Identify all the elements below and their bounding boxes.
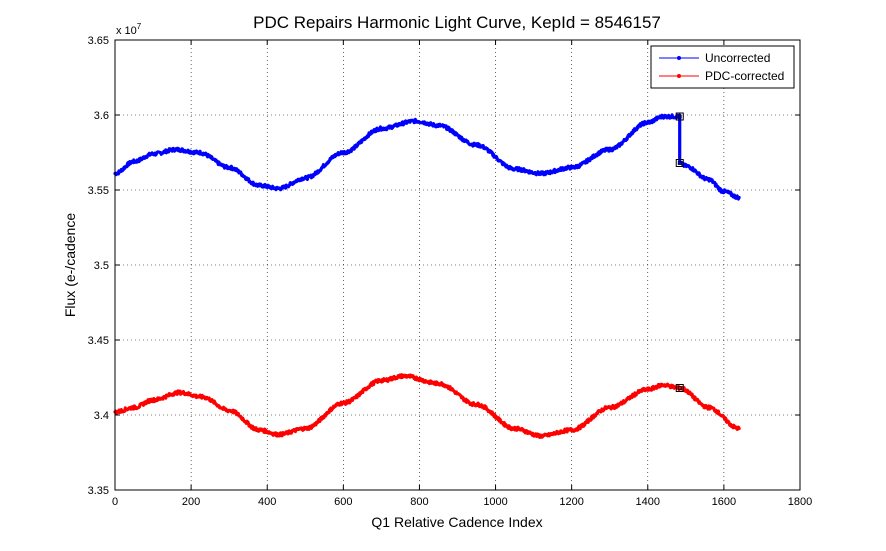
legend-marker-corrected — [677, 74, 681, 78]
y-tick-label: 3.55 — [88, 185, 109, 197]
data-point-uncorrected — [379, 126, 383, 131]
data-point-uncorrected — [512, 167, 517, 171]
series-layer — [113, 112, 741, 439]
data-point-uncorrected — [539, 171, 543, 176]
data-point-pdc-corrected — [341, 401, 345, 405]
data-point-uncorrected — [570, 165, 574, 170]
data-point-uncorrected — [661, 114, 665, 119]
data-point-pdc-corrected — [678, 386, 682, 390]
data-point-uncorrected — [341, 150, 345, 155]
data-point-uncorrected — [474, 143, 479, 147]
data-point-uncorrected — [151, 152, 155, 156]
data-point-uncorrected — [678, 114, 682, 119]
x-tick-label: 1800 — [788, 496, 812, 508]
discontinuity-marker-corrected — [675, 384, 684, 392]
data-point-pdc-corrected — [227, 408, 231, 413]
data-point-pdc-corrected — [379, 378, 383, 383]
x-tick-label: 200 — [182, 496, 200, 508]
x-tick-label: 1600 — [712, 496, 736, 508]
data-point-uncorrected — [722, 189, 726, 194]
legend: Uncorrected PDC-corrected — [650, 45, 795, 89]
discontinuity-marker-corrected-inner — [677, 386, 682, 390]
x-tick-label: 1000 — [483, 496, 507, 508]
legend-box — [650, 45, 795, 89]
data-point-uncorrected — [707, 177, 711, 182]
x-tick-label: 800 — [410, 496, 428, 508]
axis-ticks: 0 200 400 600 800 1000 1200 1400 1600 1800 3.35 3.4… — [88, 35, 813, 508]
legend-marker-uncorrected — [677, 56, 681, 60]
data-point-uncorrected — [414, 119, 418, 123]
data-point-uncorrected — [684, 164, 688, 168]
grid-lines — [115, 40, 800, 490]
plot-area — [115, 40, 800, 490]
y-tick-label: 3.65 — [88, 35, 109, 47]
data-point-pdc-corrected — [539, 434, 543, 438]
discontinuity-marker-uncorrected-inner — [677, 114, 682, 119]
discontinuity-marker-uncorrected-inner — [677, 161, 682, 165]
data-point-uncorrected — [197, 150, 201, 155]
data-point-uncorrected — [258, 183, 262, 188]
data-point-uncorrected — [174, 147, 178, 152]
data-point-pdc-corrected — [707, 405, 711, 410]
x-axis-label: Q1 Relative Cadence Index — [371, 514, 542, 530]
y-multiplier-label: x 107 — [116, 22, 142, 37]
data-point-pdc-corrected — [402, 374, 406, 378]
y-multiplier-base: x 10 — [116, 25, 137, 37]
x-tick-label: 600 — [334, 496, 352, 508]
data-point-pdc-corrected — [200, 395, 205, 399]
x-tick-label: 1200 — [559, 496, 583, 508]
data-point-uncorrected — [436, 123, 441, 128]
legend-label-corrected: PDC-corrected — [705, 69, 784, 83]
data-point-uncorrected — [227, 165, 231, 170]
data-point-pdc-corrected — [512, 426, 517, 431]
data-point-pdc-corrected — [474, 402, 479, 407]
y-tick-label: 3.6 — [94, 110, 109, 122]
data-point-pdc-corrected — [608, 405, 612, 410]
data-point-uncorrected — [132, 159, 136, 164]
data-point-pdc-corrected — [646, 387, 650, 392]
x-tick-label: 0 — [112, 496, 118, 508]
data-point-pdc-corrected — [436, 381, 441, 386]
data-point-uncorrected — [737, 195, 741, 200]
x-tick-label: 400 — [258, 496, 276, 508]
discontinuity-marker-uncorrected — [675, 159, 684, 167]
x-tick-label: 1400 — [636, 496, 660, 508]
series-line-detail-uncorrected — [114, 113, 740, 201]
data-point-pdc-corrected — [303, 426, 307, 431]
y-multiplier-exponent: 7 — [137, 22, 142, 31]
data-point-uncorrected — [646, 120, 650, 125]
data-point-uncorrected — [678, 161, 682, 165]
legend-label-uncorrected: Uncorrected — [705, 51, 770, 65]
data-point-pdc-corrected — [132, 405, 136, 410]
data-point-uncorrected — [608, 147, 612, 152]
y-axis-label: Flux (e-/cadence — [62, 213, 78, 317]
discontinuity-marker-uncorrected — [675, 112, 684, 121]
data-point-pdc-corrected — [277, 432, 281, 437]
data-point-pdc-corrected — [570, 428, 574, 432]
data-point-pdc-corrected — [737, 426, 741, 431]
series-line-detail-pdc-corrected — [114, 372, 740, 439]
data-point-pdc-corrected — [178, 390, 182, 395]
y-tick-label: 3.45 — [88, 335, 109, 347]
data-point-pdc-corrected — [151, 398, 155, 402]
data-point-uncorrected — [277, 186, 281, 191]
data-point-uncorrected — [303, 176, 307, 180]
y-tick-label: 3.4 — [94, 410, 109, 422]
data-point-pdc-corrected — [661, 383, 665, 387]
data-point-pdc-corrected — [258, 428, 262, 432]
y-tick-label: 3.35 — [88, 485, 109, 497]
chart-title: PDC Repairs Harmonic Light Curve, KepId … — [253, 13, 661, 32]
y-tick-label: 3.5 — [94, 260, 109, 272]
